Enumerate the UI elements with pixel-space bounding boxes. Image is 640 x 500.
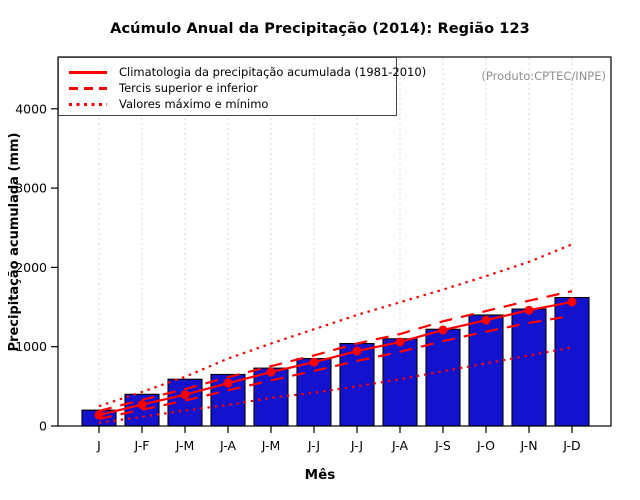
climatology-marker [481, 315, 491, 325]
tercile-line [98, 290, 573, 412]
climatology-marker [395, 337, 405, 347]
x-tick-label: J-M [175, 438, 195, 453]
climatology-marker [266, 367, 276, 377]
solid-line-icon [69, 70, 107, 74]
climatology-marker [567, 297, 577, 307]
climatology-marker [524, 305, 534, 315]
x-tick-label: J-J [350, 438, 363, 453]
x-tick-label: J [96, 438, 101, 453]
x-axis-title: Mês [304, 467, 336, 483]
bar [511, 308, 547, 427]
climatology-line [98, 300, 573, 416]
y-tick-label: 2000 [15, 260, 47, 275]
x-tick-label: J-O [476, 438, 495, 453]
climatology-marker [137, 400, 147, 410]
watermark: (Produto:CPTEC/INPE) [481, 69, 606, 83]
climatology-marker [94, 410, 104, 420]
legend-label: Tercis superior e inferior [119, 81, 258, 95]
climatology-marker [223, 378, 233, 388]
y-tick-label: 3000 [15, 181, 47, 196]
y-tick-label: 0 [39, 419, 47, 434]
legend-label: Climatologia da precipitação acumulada (… [119, 65, 427, 79]
legend-label: Valores máximo e mínimo [119, 97, 269, 111]
legend-item-max-min: Valores máximo e mínimo [69, 96, 396, 112]
climatology-marker [180, 390, 190, 400]
climatology-marker [438, 325, 448, 335]
x-tick-label: J-J [307, 438, 320, 453]
y-tick-label: 1000 [15, 339, 47, 354]
bar [554, 296, 590, 427]
x-tick-label: J-M [261, 438, 281, 453]
tercile-line [98, 314, 573, 420]
x-tick-label: J-N [519, 438, 537, 453]
x-tick-label: J-D [562, 438, 580, 453]
y-axis-title: Precipitação acumulada (mm) [7, 132, 22, 352]
dotted-line-icon [69, 102, 107, 106]
legend-item-terciles: Tercis superior e inferior [69, 80, 396, 96]
chart-title: Acúmulo Anual da Precipitação (2014): Re… [110, 21, 530, 37]
x-tick-label: J-F [134, 438, 150, 453]
climatology-marker [352, 346, 362, 356]
legend-item-climatology: Climatologia da precipitação acumulada (… [69, 64, 426, 80]
x-tick-label: J-A [219, 438, 236, 453]
dashed-line-icon [69, 86, 107, 90]
y-tick-label: 4000 [15, 101, 47, 116]
x-tick-label: J-A [391, 438, 408, 453]
climatology-marker [309, 357, 319, 367]
x-tick-label: J-S [434, 438, 451, 453]
legend: Climatologia da precipitação acumulada (… [58, 57, 426, 116]
